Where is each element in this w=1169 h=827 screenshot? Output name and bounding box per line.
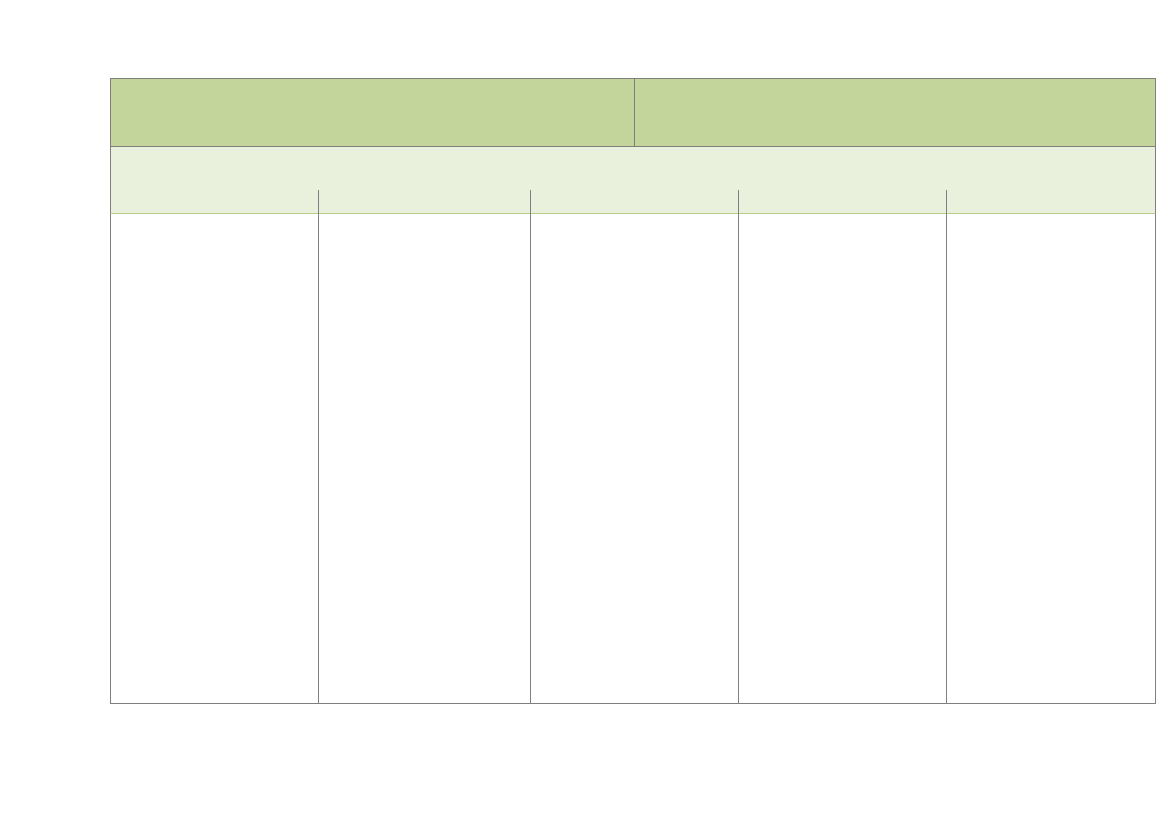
subheader-row <box>110 146 1156 214</box>
table-border <box>110 78 1156 704</box>
header-row <box>110 78 1156 147</box>
